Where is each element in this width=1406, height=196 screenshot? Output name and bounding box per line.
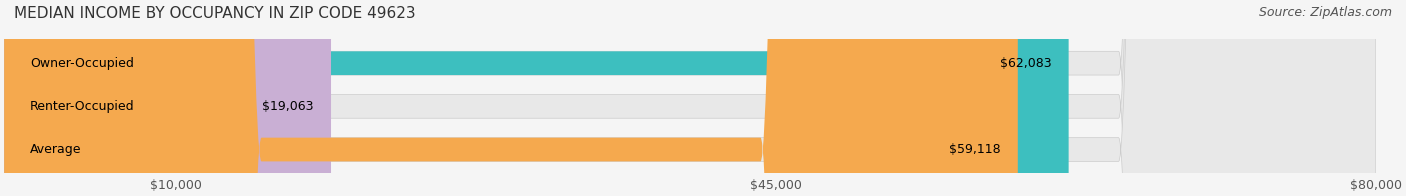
Text: $19,063: $19,063 [263, 100, 314, 113]
FancyBboxPatch shape [4, 0, 1069, 196]
Text: Renter-Occupied: Renter-Occupied [30, 100, 135, 113]
FancyBboxPatch shape [4, 0, 1376, 196]
Text: Source: ZipAtlas.com: Source: ZipAtlas.com [1258, 6, 1392, 19]
Text: $62,083: $62,083 [1000, 57, 1052, 70]
Text: Owner-Occupied: Owner-Occupied [30, 57, 134, 70]
FancyBboxPatch shape [4, 0, 1018, 196]
FancyBboxPatch shape [4, 0, 1376, 196]
FancyBboxPatch shape [4, 0, 330, 196]
Text: MEDIAN INCOME BY OCCUPANCY IN ZIP CODE 49623: MEDIAN INCOME BY OCCUPANCY IN ZIP CODE 4… [14, 6, 416, 21]
Text: Average: Average [30, 143, 82, 156]
Text: $59,118: $59,118 [949, 143, 1001, 156]
FancyBboxPatch shape [4, 0, 1376, 196]
